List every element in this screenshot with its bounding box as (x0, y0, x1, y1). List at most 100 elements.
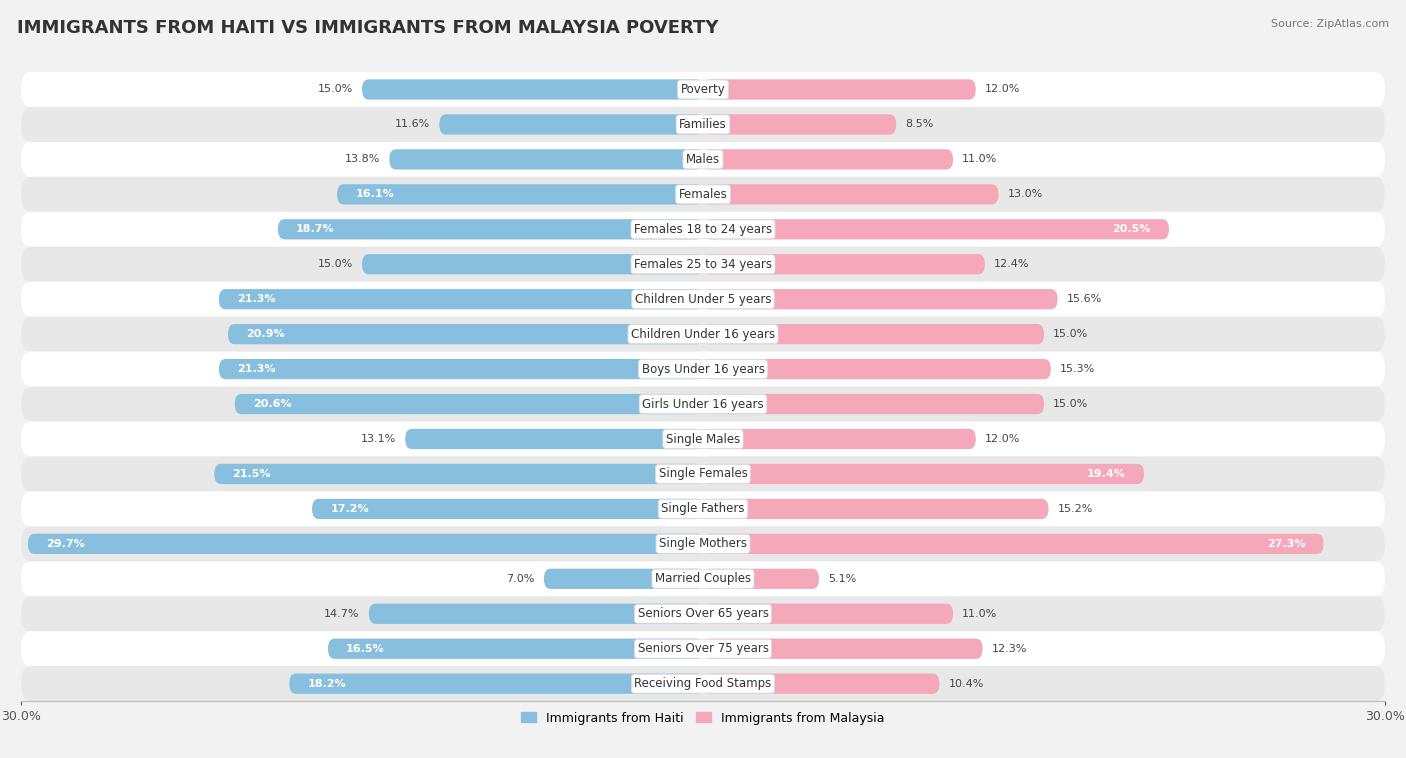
Text: 12.4%: 12.4% (994, 259, 1029, 269)
FancyBboxPatch shape (703, 638, 983, 659)
Text: 21.3%: 21.3% (238, 364, 276, 374)
FancyBboxPatch shape (214, 464, 703, 484)
Text: 27.3%: 27.3% (1267, 539, 1305, 549)
Text: 15.6%: 15.6% (1067, 294, 1102, 304)
FancyBboxPatch shape (703, 80, 976, 99)
FancyBboxPatch shape (219, 359, 703, 379)
FancyBboxPatch shape (21, 317, 1385, 352)
Text: Single Fathers: Single Fathers (661, 503, 745, 515)
Text: 29.7%: 29.7% (46, 539, 84, 549)
Text: 20.5%: 20.5% (1112, 224, 1150, 234)
Text: 15.0%: 15.0% (1053, 329, 1088, 339)
FancyBboxPatch shape (21, 177, 1385, 211)
FancyBboxPatch shape (21, 211, 1385, 247)
FancyBboxPatch shape (21, 282, 1385, 317)
Text: 20.9%: 20.9% (246, 329, 285, 339)
FancyBboxPatch shape (21, 562, 1385, 597)
FancyBboxPatch shape (363, 80, 703, 99)
FancyBboxPatch shape (703, 254, 984, 274)
Text: 13.1%: 13.1% (361, 434, 396, 444)
Text: 20.6%: 20.6% (253, 399, 291, 409)
FancyBboxPatch shape (703, 114, 896, 135)
FancyBboxPatch shape (703, 394, 1045, 414)
Text: Poverty: Poverty (681, 83, 725, 96)
FancyBboxPatch shape (235, 394, 703, 414)
Text: Receiving Food Stamps: Receiving Food Stamps (634, 677, 772, 691)
Text: 15.3%: 15.3% (1060, 364, 1095, 374)
FancyBboxPatch shape (21, 666, 1385, 701)
Text: 18.7%: 18.7% (297, 224, 335, 234)
FancyBboxPatch shape (439, 114, 703, 135)
Text: 13.8%: 13.8% (344, 155, 380, 164)
Text: Females 25 to 34 years: Females 25 to 34 years (634, 258, 772, 271)
Text: Females: Females (679, 188, 727, 201)
FancyBboxPatch shape (389, 149, 703, 170)
FancyBboxPatch shape (21, 387, 1385, 421)
Text: Children Under 5 years: Children Under 5 years (634, 293, 772, 305)
FancyBboxPatch shape (703, 429, 976, 449)
FancyBboxPatch shape (219, 289, 703, 309)
FancyBboxPatch shape (337, 184, 703, 205)
FancyBboxPatch shape (21, 72, 1385, 107)
Text: 15.0%: 15.0% (318, 259, 353, 269)
Text: 11.6%: 11.6% (395, 120, 430, 130)
FancyBboxPatch shape (703, 464, 1144, 484)
Text: 21.3%: 21.3% (238, 294, 276, 304)
FancyBboxPatch shape (290, 674, 703, 694)
Text: 15.2%: 15.2% (1057, 504, 1092, 514)
FancyBboxPatch shape (703, 568, 818, 589)
Text: 14.7%: 14.7% (325, 609, 360, 619)
FancyBboxPatch shape (28, 534, 703, 554)
FancyBboxPatch shape (363, 254, 703, 274)
Text: Single Females: Single Females (658, 468, 748, 481)
Text: Single Males: Single Males (666, 433, 740, 446)
Text: 12.3%: 12.3% (991, 644, 1026, 653)
Text: Girls Under 16 years: Girls Under 16 years (643, 397, 763, 411)
FancyBboxPatch shape (21, 352, 1385, 387)
FancyBboxPatch shape (21, 107, 1385, 142)
FancyBboxPatch shape (21, 456, 1385, 491)
Text: Children Under 16 years: Children Under 16 years (631, 327, 775, 340)
Text: 15.0%: 15.0% (1053, 399, 1088, 409)
FancyBboxPatch shape (703, 184, 998, 205)
FancyBboxPatch shape (703, 219, 1168, 240)
Text: Source: ZipAtlas.com: Source: ZipAtlas.com (1271, 19, 1389, 29)
Text: 15.0%: 15.0% (318, 84, 353, 95)
Text: Females 18 to 24 years: Females 18 to 24 years (634, 223, 772, 236)
Text: 8.5%: 8.5% (905, 120, 934, 130)
FancyBboxPatch shape (21, 526, 1385, 562)
Text: 13.0%: 13.0% (1008, 190, 1043, 199)
Text: 12.0%: 12.0% (984, 434, 1021, 444)
Text: Single Mothers: Single Mothers (659, 537, 747, 550)
FancyBboxPatch shape (21, 631, 1385, 666)
Text: 16.1%: 16.1% (356, 190, 394, 199)
FancyBboxPatch shape (21, 491, 1385, 526)
FancyBboxPatch shape (703, 603, 953, 624)
Text: 17.2%: 17.2% (330, 504, 368, 514)
FancyBboxPatch shape (312, 499, 703, 519)
Text: 16.5%: 16.5% (346, 644, 385, 653)
FancyBboxPatch shape (368, 603, 703, 624)
FancyBboxPatch shape (228, 324, 703, 344)
FancyBboxPatch shape (703, 324, 1045, 344)
Text: 5.1%: 5.1% (828, 574, 856, 584)
FancyBboxPatch shape (703, 149, 953, 170)
FancyBboxPatch shape (21, 142, 1385, 177)
Text: Families: Families (679, 118, 727, 131)
FancyBboxPatch shape (21, 247, 1385, 282)
FancyBboxPatch shape (21, 421, 1385, 456)
Text: IMMIGRANTS FROM HAITI VS IMMIGRANTS FROM MALAYSIA POVERTY: IMMIGRANTS FROM HAITI VS IMMIGRANTS FROM… (17, 19, 718, 37)
Text: 18.2%: 18.2% (308, 678, 346, 689)
Text: Married Couples: Married Couples (655, 572, 751, 585)
FancyBboxPatch shape (703, 289, 1057, 309)
Text: Boys Under 16 years: Boys Under 16 years (641, 362, 765, 376)
Text: 12.0%: 12.0% (984, 84, 1021, 95)
Text: 19.4%: 19.4% (1087, 469, 1126, 479)
FancyBboxPatch shape (278, 219, 703, 240)
Text: 11.0%: 11.0% (962, 155, 997, 164)
FancyBboxPatch shape (544, 568, 703, 589)
FancyBboxPatch shape (703, 674, 939, 694)
Text: Seniors Over 65 years: Seniors Over 65 years (637, 607, 769, 620)
FancyBboxPatch shape (328, 638, 703, 659)
FancyBboxPatch shape (405, 429, 703, 449)
